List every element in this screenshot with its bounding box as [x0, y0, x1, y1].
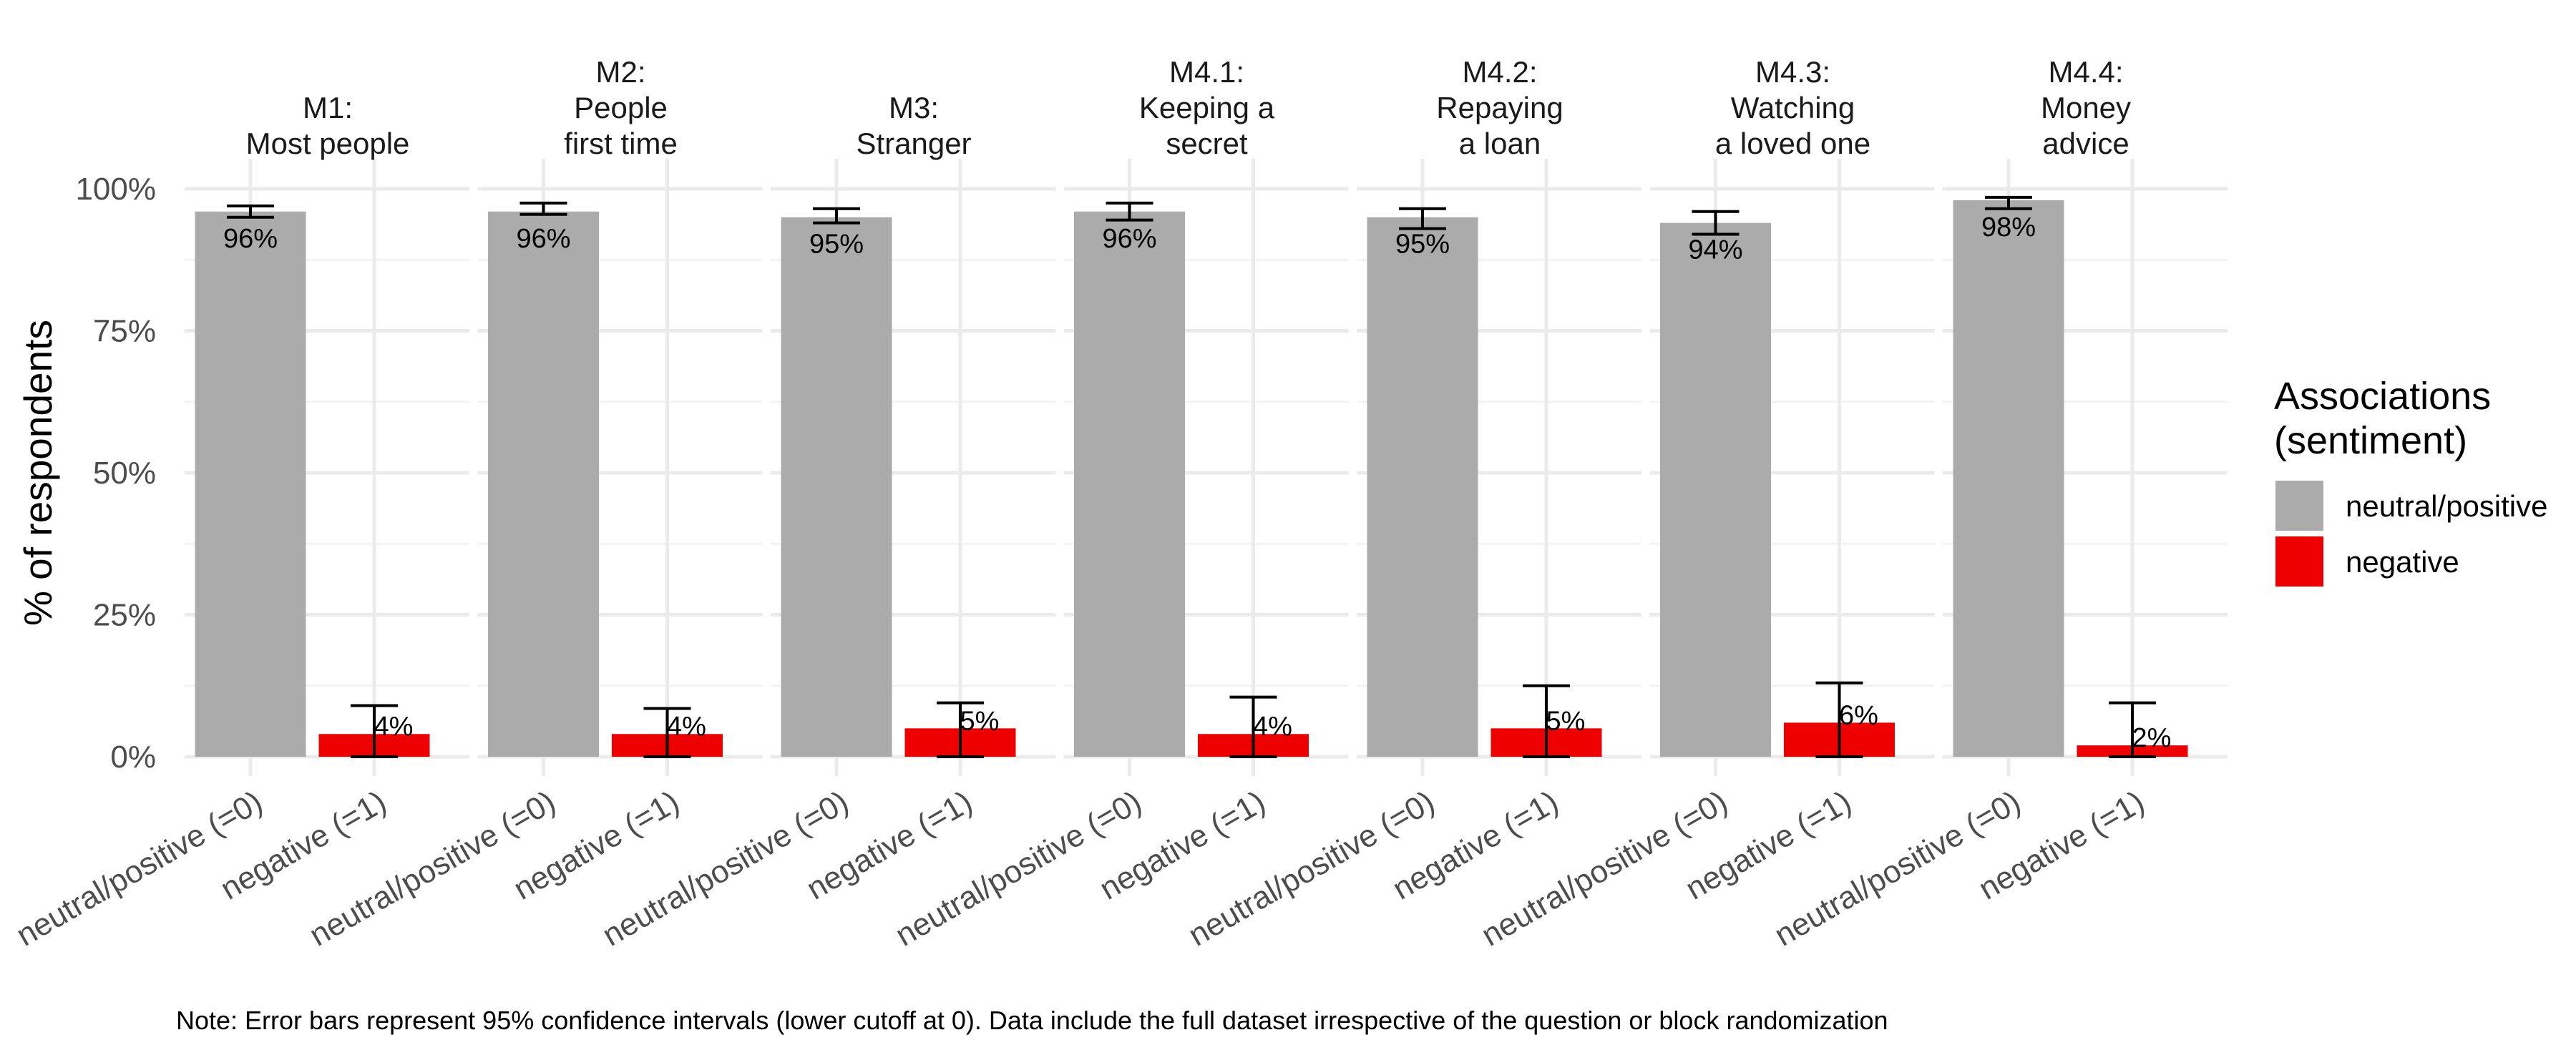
- bar-neutral-positive: [488, 211, 599, 757]
- facet-title: M3:: [889, 91, 939, 124]
- y-axis-title: % of respondents: [16, 320, 60, 626]
- facet-title: Watching: [1731, 91, 1855, 124]
- facet-title: Money: [2041, 91, 2131, 124]
- facet-title: first time: [564, 127, 678, 160]
- data-label: 6%: [1839, 700, 1878, 730]
- facet-title: M2:: [595, 55, 645, 89]
- bar-neutral-positive: [1074, 211, 1185, 757]
- facet-title: a loved one: [1715, 127, 1870, 160]
- y-tick-label: 0%: [110, 740, 156, 775]
- data-label: 96%: [516, 224, 570, 254]
- data-label: 96%: [223, 224, 278, 254]
- data-label: 4%: [374, 712, 414, 742]
- facet-title: M4.1:: [1169, 55, 1244, 89]
- bar-neutral-positive: [1660, 222, 1771, 757]
- y-tick-label: 75%: [93, 314, 156, 349]
- facet-title: M4.3:: [1755, 55, 1830, 89]
- legend-label: negative: [2346, 545, 2459, 579]
- data-label: 95%: [1395, 230, 1450, 260]
- facet-title: a loan: [1459, 127, 1541, 160]
- legend-swatch-negative: [2275, 536, 2323, 587]
- facet-title: M4.2:: [1462, 55, 1537, 89]
- data-label: 94%: [1688, 235, 1742, 265]
- facet-title: M1:: [303, 91, 353, 124]
- data-label: 96%: [1102, 224, 1156, 254]
- legend-title: (sentiment): [2274, 419, 2467, 462]
- facet-title: advice: [2042, 127, 2129, 160]
- bar-neutral-positive: [1367, 217, 1478, 757]
- data-label: 2%: [2132, 723, 2172, 753]
- y-tick-label: 100%: [75, 172, 156, 207]
- data-label: 95%: [809, 230, 864, 260]
- facet-title: Keeping a: [1139, 91, 1275, 124]
- facet-title: People: [574, 91, 668, 124]
- y-tick-label: 50%: [93, 456, 156, 491]
- legend-label: neutral/positive: [2346, 489, 2548, 523]
- facet-title: Repaying: [1436, 91, 1563, 124]
- data-label: 4%: [667, 712, 706, 742]
- footnote: Note: Error bars represent 95% confidenc…: [176, 1006, 1888, 1035]
- legend-swatch-neutral-positive: [2275, 481, 2323, 531]
- bar-neutral-positive: [195, 211, 306, 757]
- bar-neutral-positive: [1953, 200, 2064, 757]
- facet-title: secret: [1166, 127, 1248, 160]
- data-label: 98%: [1981, 212, 2036, 242]
- legend-title: Associations: [2274, 375, 2491, 418]
- bar-neutral-positive: [781, 217, 892, 757]
- data-label: 4%: [1253, 712, 1292, 742]
- data-label: 5%: [1546, 706, 1586, 736]
- facet-title: Stranger: [856, 127, 971, 160]
- facet-title: Most people: [246, 127, 410, 160]
- facet-title: M4.4:: [2048, 55, 2123, 89]
- y-tick-label: 25%: [93, 598, 156, 633]
- data-label: 5%: [960, 706, 1000, 736]
